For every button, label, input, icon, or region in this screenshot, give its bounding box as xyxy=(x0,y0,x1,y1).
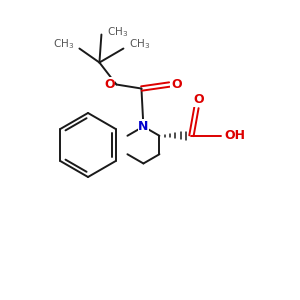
Text: O: O xyxy=(171,78,182,91)
Text: O: O xyxy=(193,93,204,106)
Text: CH$_3$: CH$_3$ xyxy=(107,26,128,39)
Text: O: O xyxy=(104,78,115,91)
Text: CH$_3$: CH$_3$ xyxy=(53,38,74,51)
Text: CH$_3$: CH$_3$ xyxy=(129,38,150,51)
Text: N: N xyxy=(138,120,148,133)
Text: OH: OH xyxy=(224,129,245,142)
